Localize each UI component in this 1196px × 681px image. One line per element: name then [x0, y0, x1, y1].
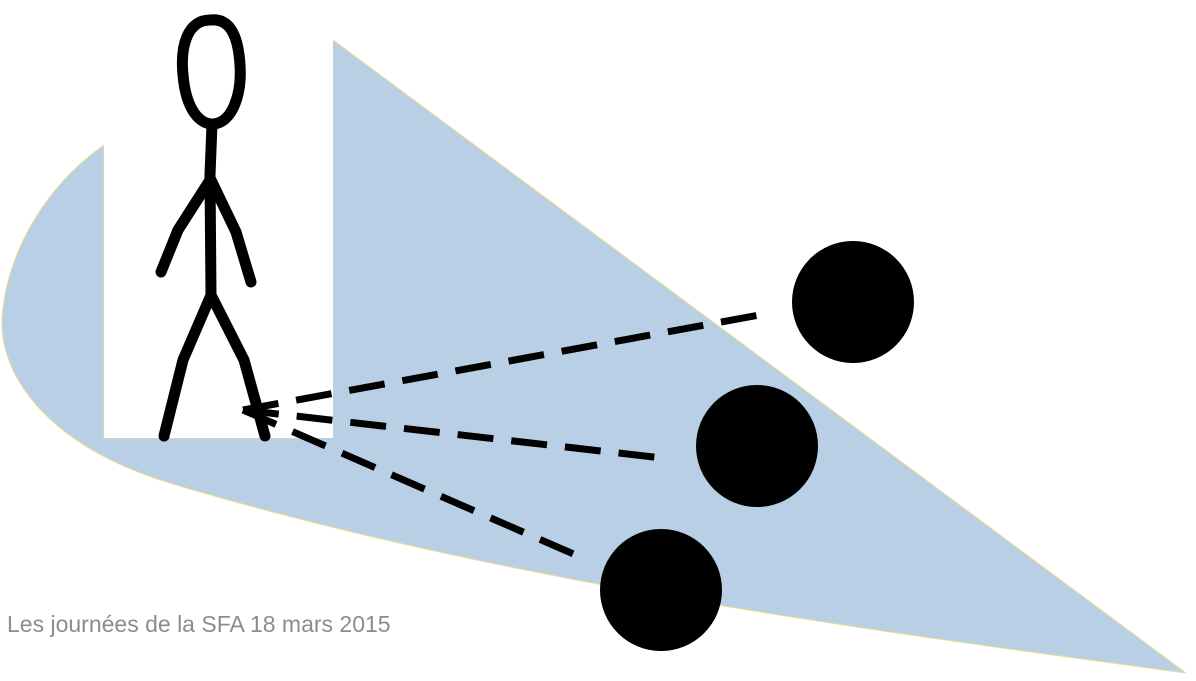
source-circle-top [792, 241, 914, 363]
source-circle-middle [696, 385, 818, 507]
stick-figure-neck [204, 118, 218, 181]
stick-figure-right-arm [205, 174, 257, 288]
dashed-line-to-top-source [242, 309, 771, 414]
dashed-line-to-middle-source [242, 406, 663, 462]
footer-caption: Les journées de la SFA 18 mars 2015 [7, 611, 391, 637]
stick-figure-left-leg [158, 289, 217, 442]
stick-figure-left-arm [155, 174, 216, 278]
source-circle-bottom [600, 529, 722, 651]
stick-figure-torso [204, 169, 217, 301]
field-of-view-cone [1, 39, 1187, 674]
dashed-lines [241, 309, 771, 560]
figure-panel [104, 0, 333, 438]
dashed-line-to-bottom-source [241, 406, 580, 560]
